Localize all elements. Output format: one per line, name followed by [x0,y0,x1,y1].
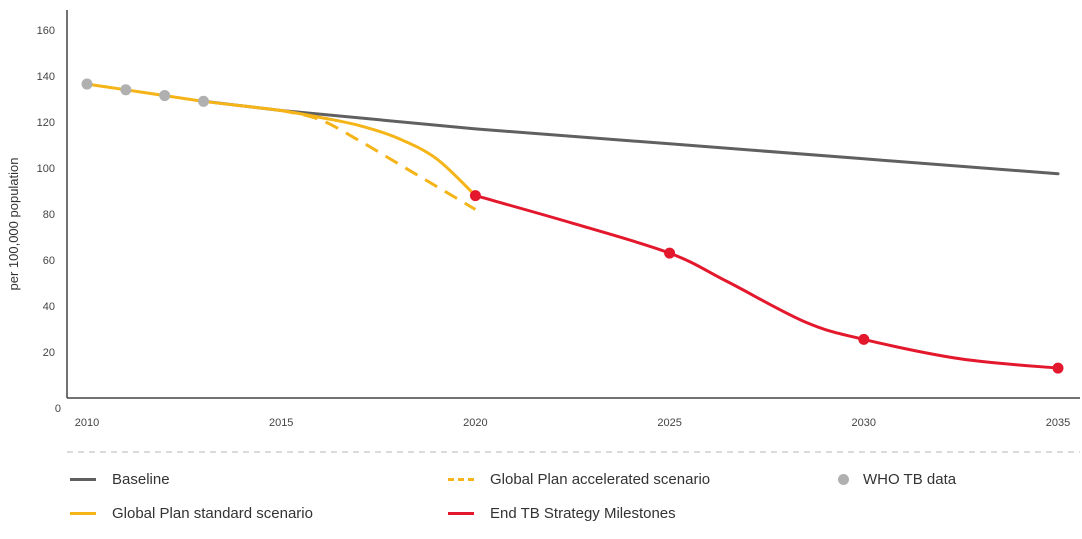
data-point-end-tb-strategy-milestones [469,190,481,202]
data-point-who-tb-data [198,95,210,107]
x-tick-label: 2010 [75,417,99,429]
data-point-who-tb-data [159,90,171,102]
data-point-end-tb-strategy-milestones [858,333,870,345]
legend: Baseline Global Plan accelerated scenari… [70,462,1070,532]
y-tick-label: 80 [43,209,55,221]
chart-area: 0 20 40 60 80 100 120 140 160 2010 2015 2020 2025 203… [6,10,1080,453]
x-tick-label: 2020 [463,417,487,429]
y-axis-label: per 100,000 population [6,157,21,290]
axes: 0 20 40 60 80 100 120 140 160 2010 2015 2020 2025 203… [6,10,1080,453]
y-tick-label: 0 [55,403,61,415]
points-layer [81,78,1064,374]
legend-item-global-plan-accelerated: Global Plan accelerated scenario [448,466,710,492]
y-tick-label: 100 [37,163,55,175]
legend-label-who-tb-data: WHO TB data [863,470,957,488]
series-line-baseline [202,99,1060,176]
legend-label-end-tb-strategy: End TB Strategy Milestones [490,504,676,522]
y-tick-label: 160 [37,25,55,37]
x-tick-label: 2025 [657,417,681,429]
legend-label-baseline: Baseline [112,470,170,488]
y-tick-label: 60 [43,255,55,267]
legend-swatch-global-plan-standard [70,511,96,515]
series-layer [85,82,1060,370]
legend-label-global-plan-standard: Global Plan standard scenario [112,504,313,522]
x-tick-label: 2030 [852,417,876,429]
legend-swatch-global-plan-accelerated [448,477,474,481]
x-tick-label: 2015 [269,417,293,429]
legend-swatch-baseline [70,477,96,481]
legend-item-end-tb-strategy: End TB Strategy Milestones [448,500,676,526]
data-point-who-tb-data [120,84,132,96]
y-tick-label: 140 [37,71,55,83]
y-tick-label: 20 [43,347,55,359]
legend-label-global-plan-accelerated: Global Plan accelerated scenario [490,470,711,488]
data-point-who-tb-data [81,78,93,90]
data-point-end-tb-strategy-milestones [1052,362,1064,374]
legend-item-global-plan-standard: Global Plan standard scenario [70,500,313,526]
series-line-end-tb-strategy-milestones [473,194,1060,370]
y-tick-label: 40 [43,301,55,313]
y-tick-label: 120 [37,117,55,129]
series-line-global-plan-standard-scenario [85,82,477,198]
legend-swatch-end-tb-strategy [448,511,474,515]
legend-item-baseline: Baseline [70,466,170,492]
x-tick-label: 2035 [1046,417,1070,429]
legend-swatch-who-tb-data [838,473,849,485]
series-line-global-plan-accelerated-scenario [280,109,477,211]
data-point-end-tb-strategy-milestones [664,247,676,259]
legend-item-who-tb-data: WHO TB data [832,466,956,492]
